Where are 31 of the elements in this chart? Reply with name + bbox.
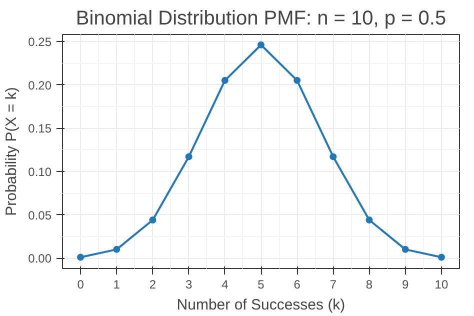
point [294, 76, 301, 84]
x-tick-label: 4 [222, 278, 229, 292]
point [77, 254, 84, 261]
x-tick-label: 8 [366, 278, 373, 292]
point [366, 216, 373, 224]
x-axis-title: Number of Successes (k) [176, 296, 346, 314]
point [402, 246, 409, 253]
x-tick-label: 3 [185, 278, 192, 292]
x-tick-label: 5 [258, 278, 265, 292]
point [149, 216, 156, 224]
x-tick-label: 0 [77, 278, 84, 292]
x-tick-label: 6 [294, 278, 301, 292]
x-tick-label: 10 [434, 278, 448, 292]
y-tick-label: 0.05 [28, 208, 52, 222]
x-tick-label: 7 [330, 278, 337, 292]
y-tick-label: 0.10 [28, 164, 52, 179]
point [113, 246, 120, 253]
y-tick-label: 0.20 [28, 78, 52, 92]
point [258, 41, 264, 48]
y-tick-label: 0.25 [28, 34, 52, 49]
y-axis-title: Probability P(X = k) [3, 87, 20, 216]
y-tick-label: 0.15 [28, 122, 52, 136]
chart-title: Binomial Distribution PMF: n = 10, p = 0.5 [76, 8, 446, 30]
x-tick-label: 2 [149, 278, 156, 292]
point [438, 254, 445, 261]
x-tick-label: 9 [402, 278, 410, 292]
x-tick-label: 1 [113, 278, 120, 292]
point [185, 153, 192, 160]
point [221, 76, 228, 84]
point [330, 153, 337, 160]
y-tick-label: 0.00 [28, 252, 52, 266]
